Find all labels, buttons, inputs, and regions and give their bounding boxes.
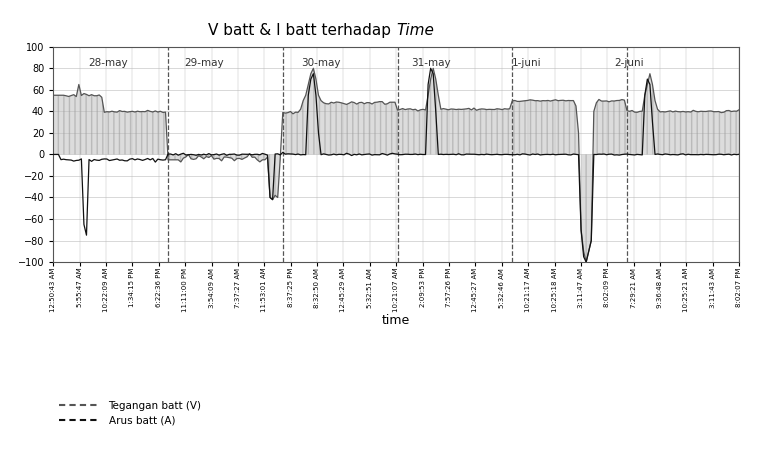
Text: 28-may: 28-may	[88, 58, 128, 67]
Text: 30-may: 30-may	[301, 58, 341, 67]
Legend: Tegangan batt (V), Arus batt (A): Tegangan batt (V), Arus batt (A)	[59, 401, 201, 426]
Text: 2-juni: 2-juni	[615, 58, 644, 67]
Text: Time: Time	[396, 23, 434, 38]
X-axis label: time: time	[382, 314, 411, 327]
Text: 29-may: 29-may	[184, 58, 224, 67]
Text: 31-may: 31-may	[411, 58, 450, 67]
Text: 1-juni: 1-juni	[512, 58, 541, 67]
Text: V batt & I batt terhadap: V batt & I batt terhadap	[208, 23, 396, 38]
